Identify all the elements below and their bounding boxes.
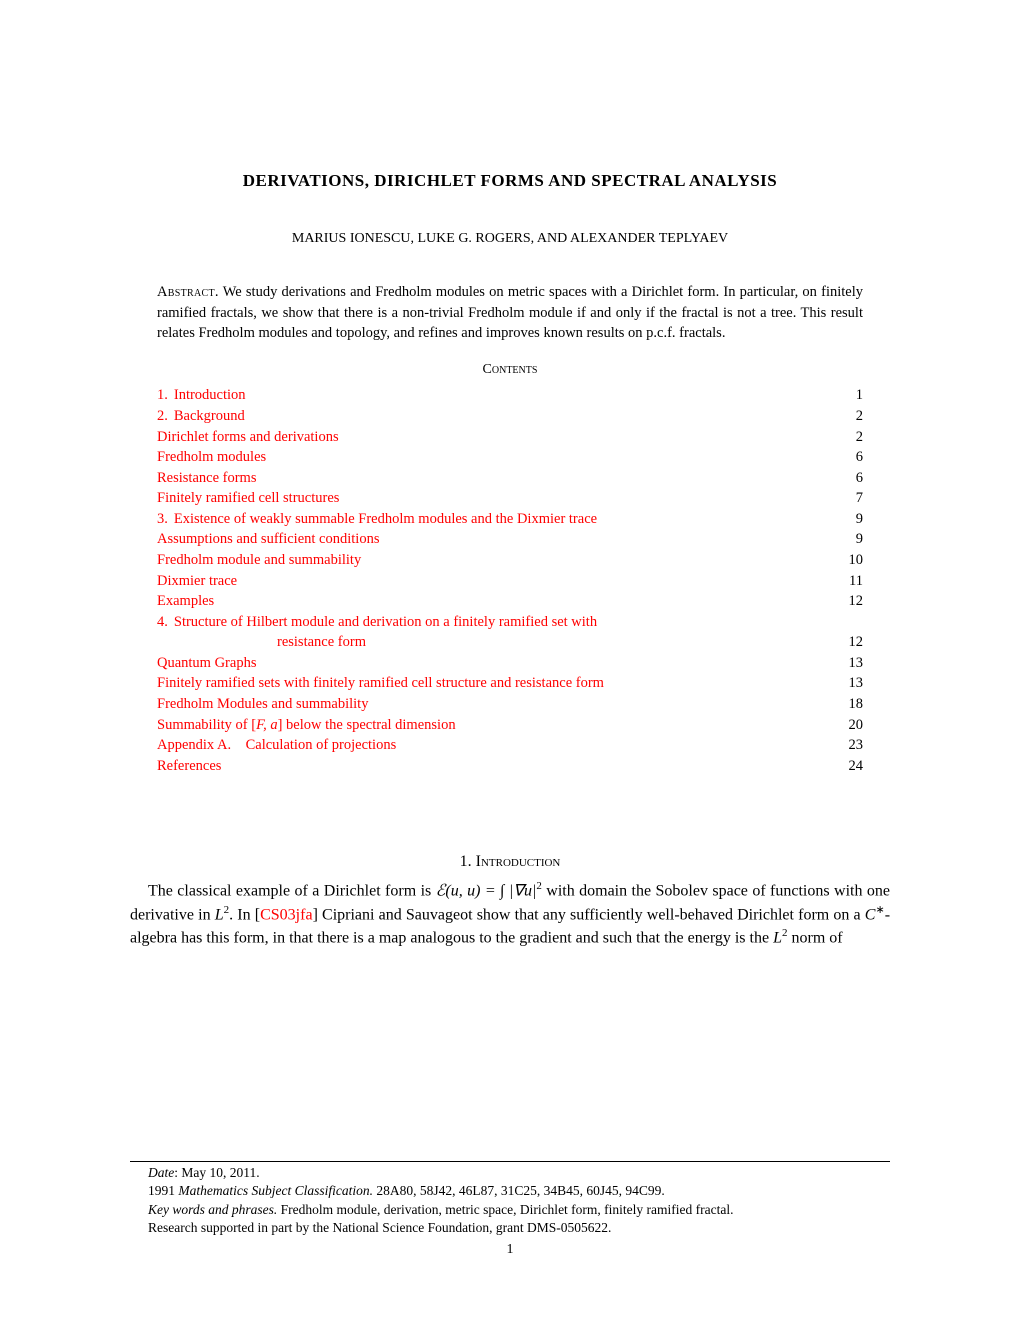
toc-entry[interactable]: Quantum Graphs13 [157,653,863,674]
section-number: 1. [460,853,472,870]
toc-entry[interactable]: Fredholm modules6 [157,447,863,468]
toc-entry[interactable]: Fredholm module and summability10 [157,550,863,571]
intro-paragraph: The classical example of a Dirichlet for… [130,879,890,949]
page-number: 1 [130,1241,890,1260]
toc-entry[interactable]: Finitely ramified cell structures7 [157,488,863,509]
abstract-text: We study derivations and Fredholm module… [157,284,863,341]
table-of-contents: 1.Introduction12.Background2Dirichlet fo… [157,385,863,776]
section-heading: 1. Introduction [130,852,890,873]
msc-label: Mathematics Subject Classification. [178,1183,373,1198]
footnotes: Date: May 10, 2011. 1991 Mathematics Sub… [130,1161,890,1260]
toc-entry[interactable]: 3.Existence of weakly summable Fredholm … [157,509,863,530]
toc-entry[interactable]: Appendix A. Calculation of projections23 [157,735,863,756]
abstract-label: Abstract. [157,284,219,300]
toc-entry[interactable]: Resistance forms6 [157,468,863,489]
toc-entry[interactable]: Dixmier trace11 [157,571,863,592]
toc-entry[interactable]: 2.Background2 [157,406,863,427]
citation-link[interactable]: CS03jfa [260,906,312,923]
toc-entry[interactable]: Summability of [F, a] below the spectral… [157,715,863,736]
paper-authors: MARIUS IONESCU, LUKE G. ROGERS, AND ALEX… [130,230,890,248]
toc-entry[interactable]: Fredholm Modules and summability18 [157,694,863,715]
toc-entry[interactable]: 4.Structure of Hilbert module and deriva… [157,612,863,633]
toc-entry[interactable]: References24 [157,756,863,777]
toc-entry[interactable]: Assumptions and sufficient conditions9 [157,529,863,550]
toc-entry[interactable]: Finitely ramified sets with finitely ram… [157,673,863,694]
keywords-label: Key words and phrases. [148,1202,277,1217]
toc-entry[interactable]: Dirichlet forms and derivations2 [157,427,863,448]
toc-entry[interactable]: Examples12 [157,591,863,612]
toc-entry[interactable]: 1.Introduction1 [157,385,863,406]
contents-header: Contents [130,361,890,379]
paper-title: DERIVATIONS, DIRICHLET FORMS AND SPECTRA… [130,170,890,192]
abstract: Abstract. We study derivations and Fredh… [157,282,863,343]
date-label: Date [148,1165,174,1180]
section-name: Introduction [476,853,561,870]
